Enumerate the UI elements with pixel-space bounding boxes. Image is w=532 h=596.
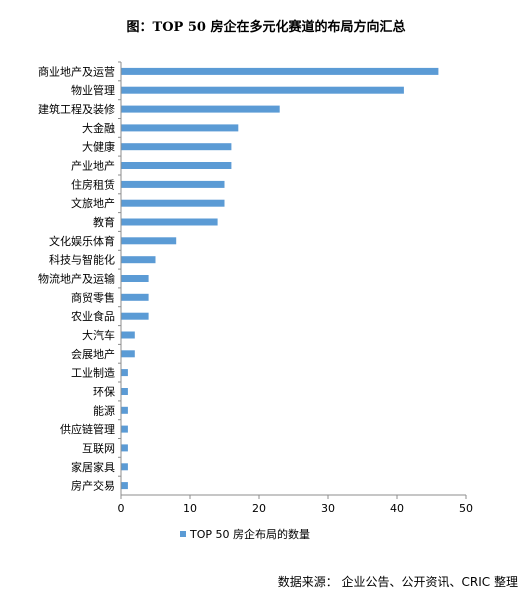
legend: TOP 50 房企布局的数量 [180, 527, 310, 541]
category-label: 商贸零售 [71, 290, 115, 304]
bar [121, 406, 128, 414]
axis-layer: 0 10 20 30 40 50 [118, 61, 473, 515]
bar [121, 482, 128, 490]
bar [121, 331, 135, 339]
category-label: 建筑工程及装修 [38, 102, 115, 116]
category-label: 家居家具 [71, 460, 115, 474]
bar [121, 199, 225, 207]
bar [121, 425, 128, 433]
category-label: 物流地产及运输 [38, 272, 115, 286]
x-tick-label: 10 [183, 502, 197, 515]
bar [121, 293, 149, 301]
x-tick-label: 20 [252, 502, 266, 515]
bar [121, 67, 439, 75]
bar [121, 143, 232, 151]
bar [121, 237, 177, 245]
bar [121, 256, 156, 264]
category-labels: 商业地产及运营物业管理建筑工程及装修大金融大健康产业地产住房租赁文旅地产教育文化… [38, 64, 115, 492]
chart-title: 图：TOP 50 房企在多元化赛道的布局方向汇总 [126, 20, 406, 35]
bar [121, 275, 149, 282]
category-label: 房产交易 [71, 479, 115, 493]
bar [121, 218, 218, 226]
category-label: 环保 [93, 385, 115, 399]
bar [121, 105, 280, 113]
category-label: 教育 [93, 215, 115, 229]
bars-layer [121, 67, 439, 490]
category-label: 会展地产 [71, 347, 115, 361]
x-tick-label: 0 [118, 502, 125, 515]
category-label: 产业地产 [71, 159, 115, 173]
bar [121, 162, 232, 169]
category-label: 住房租赁 [71, 177, 115, 191]
x-tick-label: 40 [390, 502, 404, 515]
source-note: 数据来源： 企业公告、公开资讯、CRIC 整理 [277, 575, 518, 589]
bar [121, 463, 128, 471]
category-label: 物业管理 [71, 83, 115, 97]
bar [121, 388, 128, 395]
category-label: 文化娱乐体育 [49, 234, 115, 248]
bar [121, 180, 225, 188]
bar [121, 86, 404, 94]
category-label: 大汽车 [82, 328, 115, 342]
category-label: 能源 [93, 403, 115, 417]
bar [121, 369, 128, 377]
bar [121, 444, 128, 452]
category-label: 商业地产及运营 [38, 64, 115, 78]
bar [121, 350, 135, 358]
category-label: 大金融 [82, 121, 115, 135]
category-label: 农业食品 [71, 309, 115, 323]
legend-swatch [180, 531, 186, 537]
category-label: 文旅地产 [71, 196, 115, 210]
legend-label: TOP 50 房企布局的数量 [189, 527, 310, 541]
x-tick-label: 30 [321, 502, 335, 515]
category-label: 工业制造 [71, 366, 115, 380]
bar [121, 124, 239, 132]
bar [121, 312, 149, 320]
category-label: 科技与智能化 [49, 253, 115, 267]
category-label: 供应链管理 [60, 422, 115, 436]
category-label: 大健康 [82, 140, 115, 154]
x-tick-label: 50 [459, 502, 473, 515]
category-label: 互联网 [82, 442, 115, 455]
